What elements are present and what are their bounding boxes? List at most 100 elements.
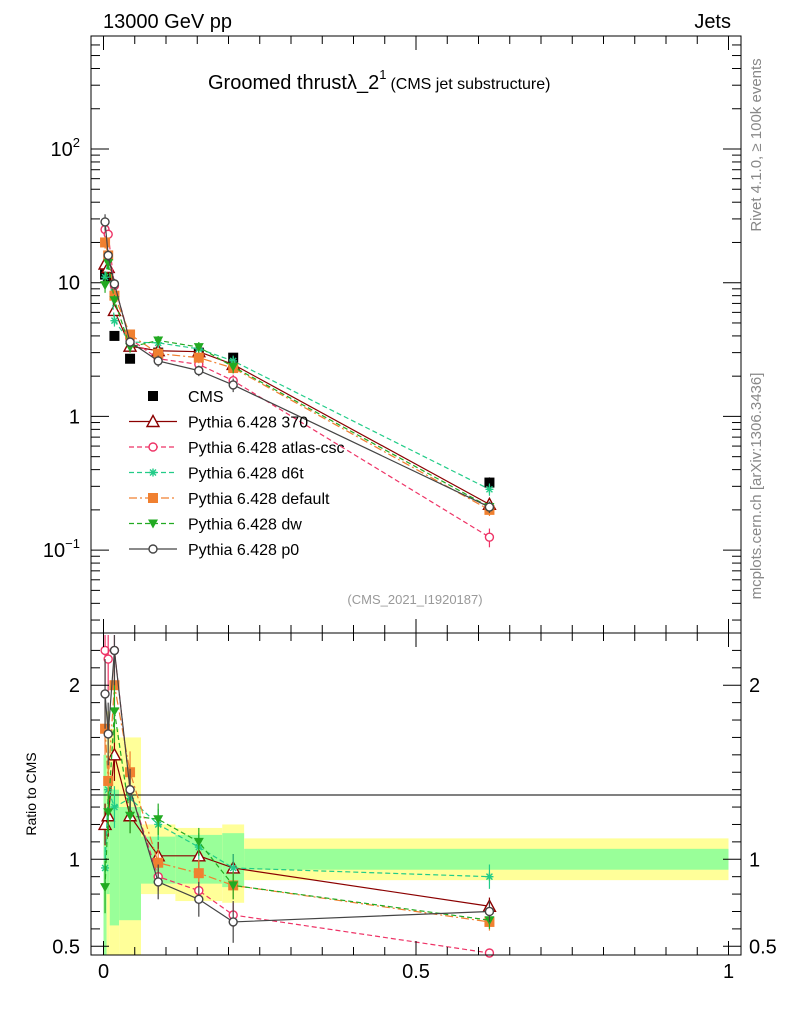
x-tick-label: 0 xyxy=(98,961,109,983)
main-plot-panel: Groomed thrustλ_21(CMS jet substructure)… xyxy=(43,35,742,634)
ratio-line-p0 xyxy=(104,650,490,923)
header-right-label: Jets xyxy=(694,11,731,33)
data-point-dw xyxy=(109,296,120,306)
data-point-p0 xyxy=(103,250,113,261)
ratio-point-p0 xyxy=(100,689,110,699)
ratio-point-default xyxy=(193,868,204,879)
data-point-dw xyxy=(193,343,204,353)
data-point-dw xyxy=(228,362,239,372)
main-y-tick-label: 10 xyxy=(58,273,80,295)
ratio-point-p0 xyxy=(153,877,163,887)
ratio-point-atlas xyxy=(103,654,113,664)
ratio-y-tick-label: 1 xyxy=(69,849,80,871)
ratio-point-d6t xyxy=(485,872,494,881)
data-point-dw xyxy=(153,336,164,346)
data-point-default xyxy=(125,329,136,340)
x-tick-label: 1 xyxy=(723,961,734,983)
data-point-p0 xyxy=(484,502,495,512)
main-y-tick-label-exp: 2 xyxy=(73,135,80,150)
data-point-d6t xyxy=(485,485,494,494)
ratio-series-dw xyxy=(100,679,495,929)
ratio-point-dw xyxy=(228,881,239,891)
legend-label-default: Pythia 6.428 default xyxy=(188,491,330,508)
plot-title-superscript: 1 xyxy=(379,67,386,82)
ratio-point-dw xyxy=(153,815,164,825)
data-point-atlas xyxy=(484,532,495,542)
ratio-point-dw xyxy=(193,837,204,847)
legend-label-dw: Pythia 6.428 dw xyxy=(188,517,302,534)
ratio-y-tick-label-right: 1 xyxy=(749,849,760,871)
analysis-watermark: (CMS_2021_I1920187) xyxy=(347,592,482,607)
rivet-version-label: Rivet 4.1.0, ≥ 100k events xyxy=(748,58,765,231)
data-point-cms xyxy=(125,353,136,364)
legend-marker-default xyxy=(148,493,158,503)
data-point-default xyxy=(153,348,164,359)
ratio-point-atlas xyxy=(100,645,110,656)
ratio-line-dw xyxy=(104,711,490,921)
data-point-default xyxy=(100,237,111,248)
ratio-point-p0 xyxy=(125,784,135,795)
main-y-tick-label: 102 xyxy=(51,135,80,161)
ratio-point-p0 xyxy=(484,906,495,917)
ratio-plot-panel: 0.5 0.5 1 1 2 2 0 0.5 1 Ratio to CMS xyxy=(23,632,777,983)
series-p0 xyxy=(100,214,495,513)
series-dw xyxy=(100,257,495,513)
ratio-y-tick-label: 2 xyxy=(69,675,80,697)
data-point-default xyxy=(193,352,204,363)
ratio-point-dw xyxy=(125,811,136,821)
ratio-point-atlas xyxy=(484,948,495,958)
ratio-axes: 0.5 0.5 1 1 2 2 0 0.5 1 xyxy=(52,633,777,983)
ratio-point-dw xyxy=(100,883,111,893)
legend-label-d6t: Pythia 6.428 d6t xyxy=(188,466,304,483)
legend-label-p370: Pythia 6.428 370 xyxy=(188,415,308,432)
series-line-dw xyxy=(104,263,490,508)
ratio-line-default xyxy=(104,685,490,923)
mcplots-reference-label: mcplots.cern.ch [arXiv:1306.3436] xyxy=(748,373,765,600)
x-tick-label: 0.5 xyxy=(402,961,430,983)
ratio-y-axis-label: Ratio to CMS xyxy=(23,752,39,835)
data-point-cms xyxy=(484,477,495,488)
ratio-data-series xyxy=(97,635,497,958)
ratio-band-inner xyxy=(119,807,141,921)
data-point-p0 xyxy=(194,365,204,376)
legend-entry-default: Pythia 6.428 default xyxy=(129,491,330,508)
ratio-point-default xyxy=(153,857,164,868)
legend-marker-dw xyxy=(148,519,158,529)
legend-entry-p370: Pythia 6.428 370 xyxy=(129,414,308,432)
legend-label-p0: Pythia 6.428 p0 xyxy=(188,542,299,559)
ratio-y-tick-label-right: 2 xyxy=(749,675,760,697)
legend-entry-dw: Pythia 6.428 dw xyxy=(129,517,302,534)
legend-label-atlas: Pythia 6.428 atlas-csc xyxy=(188,440,345,457)
header-left-label: 13000 GeV pp xyxy=(103,11,232,33)
main-data-series xyxy=(97,214,497,548)
ratio-point-p0 xyxy=(103,729,113,739)
legend-marker-cms xyxy=(148,391,158,401)
ratio-point-d6t xyxy=(110,803,119,812)
data-point-dw xyxy=(103,259,114,269)
main-y-tick-label-exp: −1 xyxy=(65,536,80,551)
ratio-point-p0 xyxy=(109,645,120,656)
plot-title-main: Groomed thrustλ_2 xyxy=(208,72,379,94)
legend: CMS Pythia 6.428 370 Pythia 6.428 atlas-cs… xyxy=(129,389,345,559)
main-y-tick-label: 1 xyxy=(69,406,80,428)
ratio-band-inner xyxy=(244,848,729,870)
legend-marker-p370 xyxy=(145,414,161,428)
data-point-p0 xyxy=(109,279,120,289)
legend-label-cms: CMS xyxy=(188,389,224,406)
data-point-cms xyxy=(109,330,120,341)
legend-marker-p0 xyxy=(148,544,158,554)
legend-marker-atlas xyxy=(148,442,158,452)
legend-entry-cms: CMS xyxy=(148,389,224,406)
ratio-series-p0 xyxy=(100,635,495,943)
ratio-point-p0 xyxy=(194,894,204,905)
data-point-dw xyxy=(100,281,111,291)
plot-title-subtitle: (CMS jet substructure) xyxy=(390,76,550,93)
ratio-y-tick-label: 0.5 xyxy=(52,936,80,958)
ratio-y-tick-label-right: 0.5 xyxy=(749,936,777,958)
legend-entry-atlas: Pythia 6.428 atlas-csc xyxy=(129,440,345,457)
main-plot-frame xyxy=(90,35,742,634)
data-point-d6t xyxy=(101,273,110,282)
legend-entry-p0: Pythia 6.428 p0 xyxy=(129,542,299,559)
